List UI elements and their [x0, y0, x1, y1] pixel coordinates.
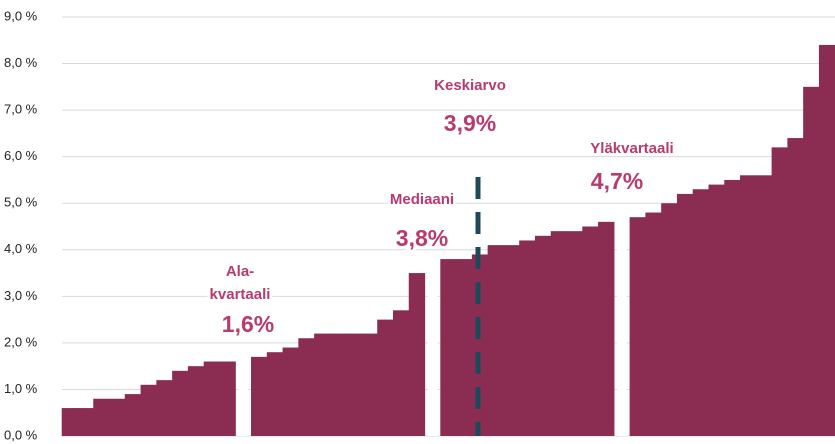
- bar: [314, 333, 331, 436]
- y-tick-label: 2,0 %: [4, 334, 38, 349]
- bar: [724, 179, 741, 436]
- y-tick-label: 3,0 %: [4, 288, 38, 303]
- bar: [61, 408, 79, 436]
- bar: [629, 217, 646, 436]
- annotation-value: 3,9%: [444, 110, 496, 136]
- y-tick-label: 8,0 %: [4, 55, 38, 70]
- bar: [617, 221, 627, 436]
- bar: [377, 319, 394, 436]
- y-tick-label: 5,0 %: [4, 195, 38, 210]
- bar: [440, 259, 457, 436]
- bar: [238, 361, 249, 436]
- bar: [487, 245, 505, 436]
- bar: [282, 347, 299, 436]
- bar: [109, 398, 126, 436]
- bar: [803, 86, 820, 436]
- bar: [598, 221, 615, 436]
- bar: [77, 408, 94, 436]
- bar: [203, 361, 221, 436]
- annotation-label: Keskiarvo: [434, 77, 506, 94]
- annotation-value: 4,7%: [591, 168, 643, 194]
- y-tick-label: 4,0 %: [4, 241, 38, 256]
- bar: [93, 398, 110, 436]
- annotation-label: Mediaani: [390, 191, 454, 208]
- annotation-value: 3,8%: [396, 225, 448, 251]
- bar: [708, 184, 725, 436]
- bar: [787, 138, 804, 437]
- y-tick-label: 9,0 %: [4, 8, 38, 23]
- bar: [771, 147, 788, 436]
- y-tick-label: 6,0 %: [4, 148, 38, 163]
- bar: [676, 193, 694, 436]
- bar: [755, 175, 773, 437]
- bar: [266, 352, 284, 436]
- bar: [550, 231, 568, 436]
- bar: [298, 338, 315, 436]
- annotation-label: kvartaali: [210, 286, 271, 303]
- y-tick-label: 0,0 %: [4, 427, 38, 442]
- bar: [582, 226, 599, 436]
- bar: [392, 310, 410, 436]
- bar: [219, 361, 236, 436]
- bar: [156, 380, 173, 436]
- bar: [187, 366, 205, 436]
- y-tick-label: 1,0 %: [4, 381, 38, 396]
- bar: [503, 245, 520, 436]
- annotation-label: Ala-: [226, 263, 254, 280]
- bar: [692, 189, 710, 436]
- bar: [345, 333, 363, 436]
- y-tick-label: 7,0 %: [4, 102, 38, 117]
- bar: [818, 44, 835, 436]
- bar: [456, 259, 473, 436]
- bar: [251, 356, 268, 436]
- annotation-value: 1,6%: [222, 311, 274, 337]
- bar: [140, 384, 157, 436]
- bar: [124, 394, 142, 436]
- bar: [427, 268, 438, 436]
- bar: [329, 333, 347, 436]
- bar: [645, 212, 662, 436]
- bar: [519, 240, 536, 436]
- annotation-label: Yläkvartaali: [590, 140, 673, 157]
- bar: [566, 231, 583, 436]
- bar: [172, 370, 189, 436]
- bar: [534, 235, 552, 436]
- bar: [661, 203, 678, 436]
- bar: [740, 175, 757, 437]
- bar: [408, 273, 426, 436]
- bar: [361, 333, 378, 436]
